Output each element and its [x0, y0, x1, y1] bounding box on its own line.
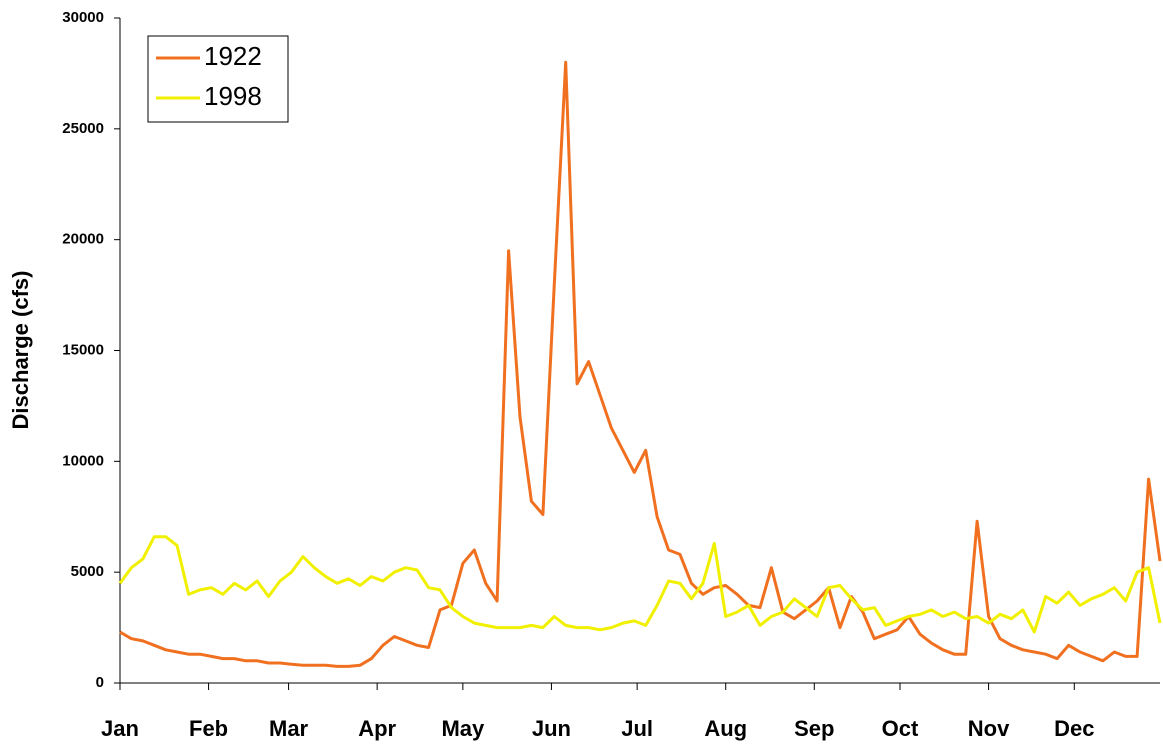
y-axis-label: Discharge (cfs) — [8, 271, 33, 430]
y-tick-label: 15000 — [62, 341, 104, 358]
x-tick-label: Oct — [882, 716, 919, 741]
x-tick-label: Mar — [269, 716, 309, 741]
x-tick-label: Jan — [101, 716, 139, 741]
y-tick-label: 10000 — [62, 452, 104, 469]
x-tick-label: Nov — [968, 716, 1010, 741]
x-tick-label: Aug — [704, 716, 747, 741]
x-tick-label: May — [441, 716, 485, 741]
x-tick-label: Jul — [621, 716, 653, 741]
y-tick-label: 25000 — [62, 120, 104, 137]
legend-label: 1998 — [204, 81, 262, 111]
legend-label: 1922 — [204, 41, 262, 71]
series-line — [118, 535, 1162, 634]
y-tick-label: 30000 — [62, 9, 104, 26]
x-tick-label: Apr — [358, 716, 396, 741]
legend-box — [147, 35, 289, 123]
y-tick-label: 0 — [96, 674, 104, 691]
y-tick-label: 20000 — [62, 231, 104, 248]
x-tick-label: Dec — [1054, 716, 1094, 741]
x-tick-label: Sep — [794, 716, 834, 741]
series-line — [119, 60, 1162, 668]
y-tick-label: 5000 — [71, 563, 104, 580]
x-tick-label: Jun — [532, 716, 571, 741]
x-tick-label: Feb — [189, 716, 228, 741]
